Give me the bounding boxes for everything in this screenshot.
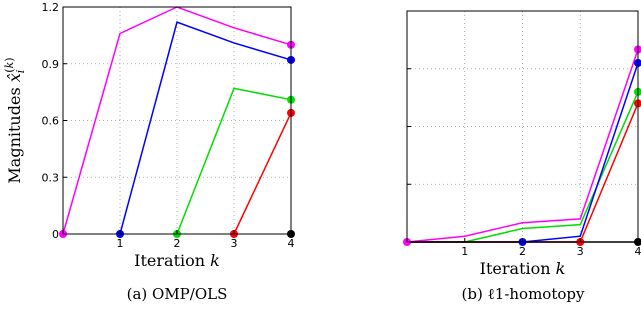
y-tick-label: 0 xyxy=(52,228,59,241)
series-b xyxy=(403,45,641,246)
y-tick-label: 0.6 xyxy=(42,115,60,128)
x-axis-label-b: Iteration k xyxy=(480,259,566,278)
series-line xyxy=(406,49,639,243)
series-line xyxy=(233,112,292,235)
x-axis-label-a: Iteration k xyxy=(134,251,220,270)
x-tick-label: 3 xyxy=(231,237,238,250)
x-tick-label: 4 xyxy=(635,245,641,258)
y-tick-label: 0.3 xyxy=(42,171,60,184)
x-tick-label: 2 xyxy=(519,245,526,258)
y-tick-label: 1.2 xyxy=(42,1,60,14)
x-tick-label: 1 xyxy=(461,245,468,258)
x-tick-label: 4 xyxy=(288,237,295,250)
ticks-b: 1 2 3 4 xyxy=(407,10,641,258)
y-axis-label-a: Magnitudes x̂i(k) xyxy=(3,57,27,183)
series-line xyxy=(176,87,292,235)
y-tick-label: 0.9 xyxy=(42,58,60,71)
grid-b xyxy=(407,11,638,242)
grid-a xyxy=(63,7,291,234)
chart-b: 1 2 3 4 Iteration k (b) ℓ1-homotopy xyxy=(403,10,641,303)
ticks-a: 1 2 3 4 0 0.3 0.6 0.9 1.2 xyxy=(42,1,295,250)
series-line xyxy=(119,21,292,235)
x-tick-label: 1 xyxy=(117,237,124,250)
x-tick-label: 2 xyxy=(174,237,181,250)
caption-a: (a) OMP/OLS xyxy=(127,285,228,303)
x-tick-label: 3 xyxy=(577,245,584,258)
chart-a: 1 2 3 4 0 0.3 0.6 0.9 1.2 Iteration k Magnitudes… xyxy=(3,1,295,303)
caption-b: (b) ℓ1-homotopy xyxy=(462,285,585,303)
